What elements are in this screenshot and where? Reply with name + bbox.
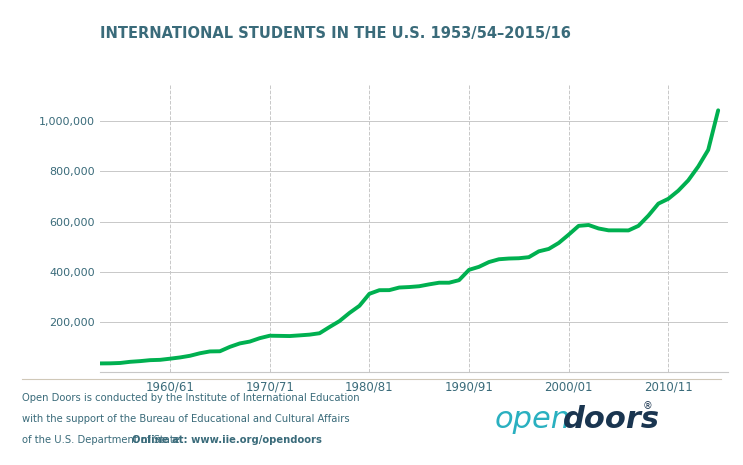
- Text: Online at: www.iie.org/opendoors: Online at: www.iie.org/opendoors: [132, 435, 322, 445]
- Text: of the U.S. Department of State.: of the U.S. Department of State.: [22, 435, 186, 445]
- Text: INTERNATIONAL STUDENTS IN THE U.S. 1953/54–2015/16: INTERNATIONAL STUDENTS IN THE U.S. 1953/…: [100, 26, 571, 40]
- Text: ®: ®: [643, 401, 652, 412]
- Text: doors: doors: [562, 405, 660, 434]
- Text: Open Doors is conducted by the Institute of International Education: Open Doors is conducted by the Institute…: [22, 393, 360, 403]
- Text: open: open: [494, 405, 570, 434]
- Text: with the support of the Bureau of Educational and Cultural Affairs: with the support of the Bureau of Educat…: [22, 414, 350, 424]
